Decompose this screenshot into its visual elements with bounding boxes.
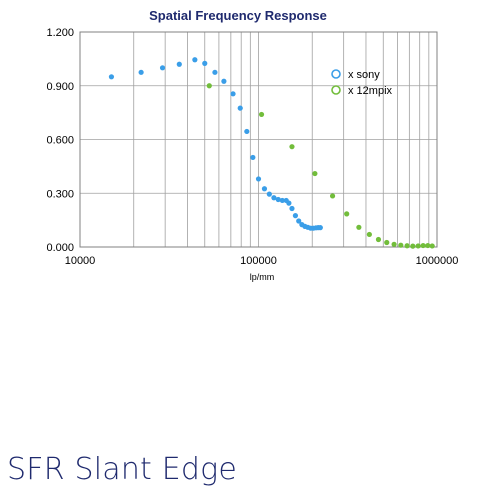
legend-marker-sony xyxy=(332,70,340,78)
x-axis-label: lp/mm xyxy=(250,272,275,282)
data-point-12mpix xyxy=(392,242,397,247)
data-point-sony xyxy=(262,186,267,191)
data-point-12mpix xyxy=(398,243,403,248)
data-point-12mpix xyxy=(430,243,435,248)
data-point-12mpix xyxy=(207,83,212,88)
data-point-12mpix xyxy=(410,244,415,249)
data-point-12mpix xyxy=(405,243,410,248)
data-point-sony xyxy=(221,79,226,84)
data-point-12mpix xyxy=(356,225,361,230)
data-point-sony xyxy=(293,213,298,218)
data-point-12mpix xyxy=(421,243,426,248)
legend-marker-12mpix xyxy=(332,86,340,94)
data-point-sony xyxy=(109,74,114,79)
page-title: SFR Slant Edge xyxy=(7,452,237,487)
data-point-sony xyxy=(230,91,235,96)
x-tick-label: 10000 xyxy=(65,255,96,267)
y-tick-label: 1.200 xyxy=(46,27,74,39)
y-tick-label: 0.900 xyxy=(46,81,74,93)
data-point-sony xyxy=(238,106,243,111)
data-point-sony xyxy=(202,61,207,66)
data-point-sony xyxy=(212,70,217,75)
data-point-12mpix xyxy=(259,112,264,117)
data-point-12mpix xyxy=(384,240,389,245)
chart-title: Spatial Frequency Response xyxy=(149,8,327,23)
y-tick-label: 0.000 xyxy=(46,242,74,254)
data-point-12mpix xyxy=(312,171,317,176)
data-point-sony xyxy=(250,155,255,160)
data-point-sony xyxy=(244,129,249,134)
y-tick-label: 0.300 xyxy=(46,188,74,200)
y-tick-label: 0.600 xyxy=(46,135,74,147)
data-point-12mpix xyxy=(289,144,294,149)
data-point-sony xyxy=(192,57,197,62)
data-point-sony xyxy=(256,176,261,181)
data-point-sony xyxy=(139,70,144,75)
data-point-sony xyxy=(177,62,182,67)
data-point-12mpix xyxy=(425,243,430,248)
data-point-sony xyxy=(286,201,291,206)
x-tick-label: 100000 xyxy=(240,255,277,267)
data-point-sony xyxy=(267,192,272,197)
data-point-sony xyxy=(160,65,165,70)
data-point-sony xyxy=(318,225,323,230)
legend-label-sony: x sony xyxy=(348,69,380,81)
data-point-sony xyxy=(289,206,294,211)
data-point-12mpix xyxy=(376,237,381,242)
data-point-12mpix xyxy=(344,211,349,216)
data-point-12mpix xyxy=(330,193,335,198)
x-tick-label: 1000000 xyxy=(416,255,459,267)
legend-label-12mpix: x 12mpix xyxy=(348,85,393,97)
plot-area: 0.000 0.300 0.600 0.900 1.200 10000 100000 1000… xyxy=(46,27,458,267)
data-point-12mpix xyxy=(367,232,372,237)
data-point-12mpix xyxy=(416,243,421,248)
